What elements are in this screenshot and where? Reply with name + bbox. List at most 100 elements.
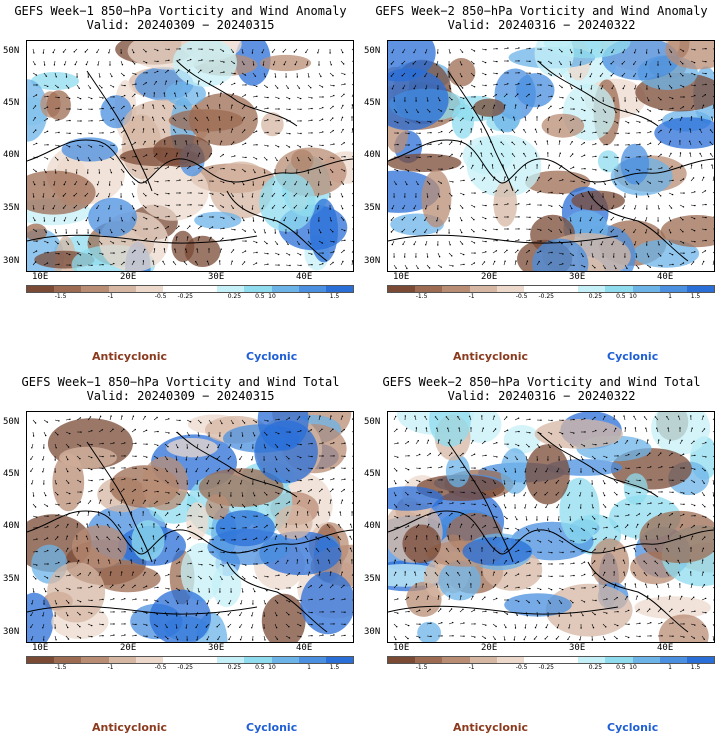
wind-vector-head bbox=[490, 128, 492, 131]
wind-vector-head bbox=[689, 559, 691, 561]
wind-vector-head bbox=[84, 195, 86, 197]
wind-vector-head bbox=[228, 638, 230, 641]
wind-vector-head bbox=[166, 152, 168, 155]
wind-vector-head bbox=[255, 130, 258, 132]
colorbar bbox=[26, 656, 354, 664]
wind-vector-head bbox=[462, 452, 464, 455]
wind-vector-head bbox=[667, 583, 669, 585]
wind-vector-head bbox=[208, 591, 210, 593]
title-text: GEFS Week−2 850−hPa Vorticity and Wind T… bbox=[382, 375, 701, 389]
wind-vector-head bbox=[540, 73, 542, 75]
wind-vector-head bbox=[646, 88, 648, 90]
wind-vector-head bbox=[682, 50, 685, 52]
wind-vector-head bbox=[288, 417, 291, 419]
wind-vector-head bbox=[415, 256, 417, 258]
wind-vector-head bbox=[671, 254, 674, 256]
wind-vector-head bbox=[219, 435, 221, 437]
wind-vector-head bbox=[300, 612, 302, 615]
wind-vector-head bbox=[562, 551, 564, 554]
wind-vector-head bbox=[705, 526, 707, 528]
wind-vector bbox=[351, 142, 353, 146]
wind-vector-head bbox=[267, 107, 269, 109]
wind-vector-head bbox=[430, 156, 432, 158]
wind-vector-head bbox=[339, 511, 341, 513]
wind-vector-head bbox=[91, 585, 93, 588]
wind-vector-head bbox=[449, 88, 451, 90]
wind-vector-head bbox=[196, 603, 198, 605]
wind-vector-head bbox=[496, 516, 498, 518]
wind-vector-head bbox=[87, 172, 89, 174]
wind-vector-head bbox=[639, 132, 641, 134]
wind-vector-head bbox=[120, 52, 122, 54]
wind-vector-head bbox=[113, 144, 115, 147]
wind-vector-head bbox=[705, 203, 707, 206]
wind-vector-head bbox=[146, 468, 148, 470]
wind-vector-head bbox=[142, 260, 145, 262]
wind-vector-head bbox=[332, 129, 334, 132]
colorbar-tick-label: -0.5 bbox=[515, 664, 528, 671]
colorbar-swatch bbox=[496, 286, 524, 292]
wind-vector-head bbox=[709, 129, 712, 131]
wind-vector-head bbox=[526, 615, 528, 617]
wind-vector-head bbox=[210, 80, 212, 83]
wind-vector-head bbox=[667, 535, 670, 537]
wind-vector bbox=[712, 623, 714, 627]
wind-vector-head bbox=[330, 64, 332, 66]
wind-vector-head bbox=[639, 479, 641, 482]
wind-vector-head bbox=[102, 253, 104, 255]
wind-vector-head bbox=[255, 537, 258, 539]
wind-vector-head bbox=[306, 559, 309, 561]
wind-vector-head bbox=[507, 228, 509, 230]
colorbar-swatch bbox=[81, 657, 109, 663]
wind-vector-head bbox=[494, 260, 496, 263]
lat-label: 30N bbox=[364, 627, 381, 637]
wind-vector-head bbox=[288, 254, 291, 256]
wind-vector-head bbox=[604, 415, 606, 418]
wind-vector-head bbox=[404, 559, 406, 561]
wind-vector-head bbox=[694, 49, 696, 51]
wind-vector-head bbox=[705, 516, 707, 518]
wind-vector-head bbox=[480, 559, 483, 561]
wind-vector-head bbox=[540, 84, 542, 86]
wind-vector-head bbox=[402, 243, 404, 246]
wind-vector-head bbox=[317, 511, 319, 513]
wind-vector-head bbox=[168, 492, 170, 494]
wind-vector-head bbox=[671, 165, 673, 168]
vorticity-blob bbox=[71, 525, 127, 569]
wind-vector-head bbox=[145, 82, 147, 84]
wind-vector-head bbox=[102, 611, 104, 614]
wind-vector-head bbox=[276, 523, 278, 526]
wind-vector-head bbox=[661, 181, 663, 183]
wind-vector-head bbox=[529, 72, 531, 74]
wind-vector-head bbox=[692, 261, 695, 263]
wind-vector-head bbox=[200, 69, 202, 71]
wind-vector-head bbox=[113, 262, 115, 265]
wind-vector-head bbox=[89, 572, 91, 574]
wind-vector-head bbox=[351, 511, 353, 513]
wind-vector-head bbox=[212, 527, 214, 529]
wind-vector-head bbox=[507, 72, 509, 74]
wind-vector-head bbox=[183, 105, 186, 107]
wind-vector-head bbox=[67, 458, 69, 461]
colorbar-swatch bbox=[551, 657, 579, 663]
wind-vector-head bbox=[460, 595, 462, 597]
wind-vector-head bbox=[256, 144, 258, 146]
wind-vector-head bbox=[547, 459, 549, 461]
wind-vector-head bbox=[33, 208, 35, 210]
panel-title: GEFS Week−1 850−hPa Vorticity and Wind A… bbox=[0, 4, 361, 32]
wind-vector-head bbox=[401, 219, 403, 221]
coastline bbox=[226, 561, 328, 633]
wind-vector-head bbox=[275, 535, 278, 537]
colorbar bbox=[387, 656, 715, 664]
wind-vector-head bbox=[264, 76, 266, 78]
wind-vector-head bbox=[293, 207, 295, 209]
wind-vector-head bbox=[570, 76, 572, 78]
wind-vector-head bbox=[524, 164, 526, 166]
wind-vector-head bbox=[582, 255, 584, 258]
wind-vector-head bbox=[632, 560, 635, 562]
wind-vector-head bbox=[295, 523, 297, 525]
colorbar-tick-label: -1 bbox=[107, 664, 114, 671]
wind-vector-head bbox=[231, 260, 233, 262]
wind-vector-head bbox=[341, 415, 344, 417]
wind-vector-head bbox=[57, 159, 59, 161]
